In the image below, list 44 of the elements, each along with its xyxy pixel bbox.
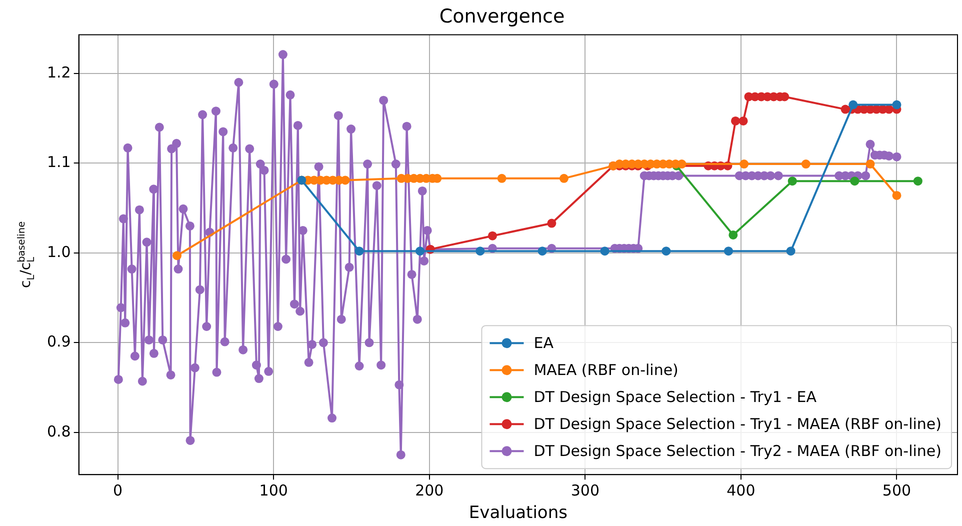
- point: [740, 160, 749, 169]
- point: [559, 174, 568, 183]
- point: [547, 218, 556, 228]
- point: [497, 174, 506, 183]
- point: [788, 176, 797, 186]
- point: [488, 231, 497, 240]
- point: [866, 160, 875, 169]
- y-tick-label: 1.1: [46, 153, 71, 172]
- point: [848, 100, 858, 110]
- legend-label: EA: [534, 334, 554, 352]
- point: [354, 246, 364, 256]
- point: [724, 246, 733, 256]
- x-axis-title: Evaluations: [468, 503, 568, 524]
- x-tick-label: 500: [882, 481, 912, 500]
- point: [538, 246, 547, 256]
- point: [913, 176, 922, 186]
- chart-title: Convergence: [439, 5, 565, 28]
- y-tick-label: 1.0: [46, 242, 71, 261]
- y-axis-title: cL/cLbaseline: [16, 221, 38, 288]
- x-tick-label: 400: [726, 481, 756, 500]
- point: [850, 176, 860, 186]
- legend-label: DT Design Space Selection - Try1 - MAEA (RBF on-line): [534, 414, 942, 433]
- x-tick-label: 300: [570, 481, 600, 500]
- x-tick-label: 0: [113, 481, 123, 500]
- point: [600, 246, 610, 256]
- legend-label: DT Design Space Selection - Try2 - MAEA (RBF on-line): [534, 442, 942, 460]
- point: [172, 251, 182, 260]
- x-tick-label: 200: [415, 481, 444, 500]
- point: [662, 246, 671, 256]
- y-tick-label: 0.8: [46, 422, 71, 440]
- point: [731, 116, 740, 126]
- point: [892, 190, 902, 200]
- point: [892, 100, 902, 110]
- point: [416, 246, 425, 256]
- point: [476, 246, 485, 256]
- point: [738, 116, 748, 126]
- point: [786, 246, 796, 256]
- point: [801, 160, 810, 169]
- point: [728, 230, 738, 240]
- y-tick-label: 1.2: [46, 63, 71, 82]
- legend-label: MAEA (RBF on-line): [534, 360, 678, 379]
- x-tick-label: 100: [259, 481, 288, 500]
- y-tick-label: 0.9: [46, 332, 71, 351]
- legend-label: DT Design Space Selection - Try1 - EA: [534, 388, 818, 406]
